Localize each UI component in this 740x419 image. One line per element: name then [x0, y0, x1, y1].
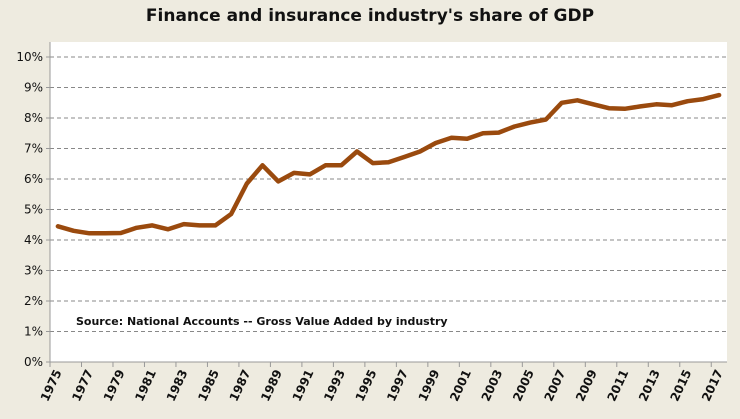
data-points — [57, 95, 720, 234]
x-tick-label: 1985 — [195, 367, 222, 403]
x-tick-label: 2007 — [542, 367, 569, 403]
y-tick-label: 6% — [24, 172, 43, 186]
x-tick-label: 1979 — [101, 367, 128, 403]
y-tick-label: 3% — [24, 264, 43, 278]
y-tick-label: 9% — [24, 81, 43, 95]
x-tick-label: 1991 — [290, 367, 317, 403]
x-tick-label: 2009 — [573, 367, 600, 403]
y-tick-label: 2% — [24, 294, 43, 308]
x-tick-label: 2015 — [668, 367, 695, 403]
y-tick-label: 1% — [24, 325, 43, 339]
x-tick-label: 1977 — [69, 367, 96, 403]
x-tick-label: 2013 — [636, 367, 663, 403]
x-tick-label: 1983 — [164, 367, 191, 403]
y-tick-label: 4% — [24, 233, 43, 247]
y-tick-label: 10% — [16, 50, 43, 64]
y-tick-label: 7% — [24, 142, 43, 156]
x-tick-label: 1975 — [38, 367, 65, 403]
y-tick-label: 8% — [24, 111, 43, 125]
x-tick-label: 2003 — [479, 367, 506, 403]
chart-title: Finance and insurance industry's share o… — [145, 6, 595, 26]
x-tick-label: 1997 — [384, 367, 411, 403]
y-tick-label: 0% — [24, 355, 43, 369]
x-tick-label: 1993 — [321, 367, 348, 403]
x-tick-label: 1999 — [416, 367, 443, 403]
x-tick-label: 1987 — [227, 367, 254, 403]
x-tick-label: 2005 — [510, 367, 537, 403]
x-tick-label: 2017 — [699, 367, 726, 403]
plot-area — [50, 42, 727, 362]
x-tick-label: 2001 — [447, 367, 474, 403]
x-tick-label: 1995 — [353, 367, 380, 403]
x-tick-label: 1981 — [132, 367, 159, 403]
x-tick-label: 1989 — [258, 367, 285, 403]
x-tick-label: 2011 — [605, 367, 632, 403]
y-tick-label: 5% — [24, 203, 43, 217]
source-annotation: Source: National Accounts -- Gross Value… — [76, 315, 448, 328]
